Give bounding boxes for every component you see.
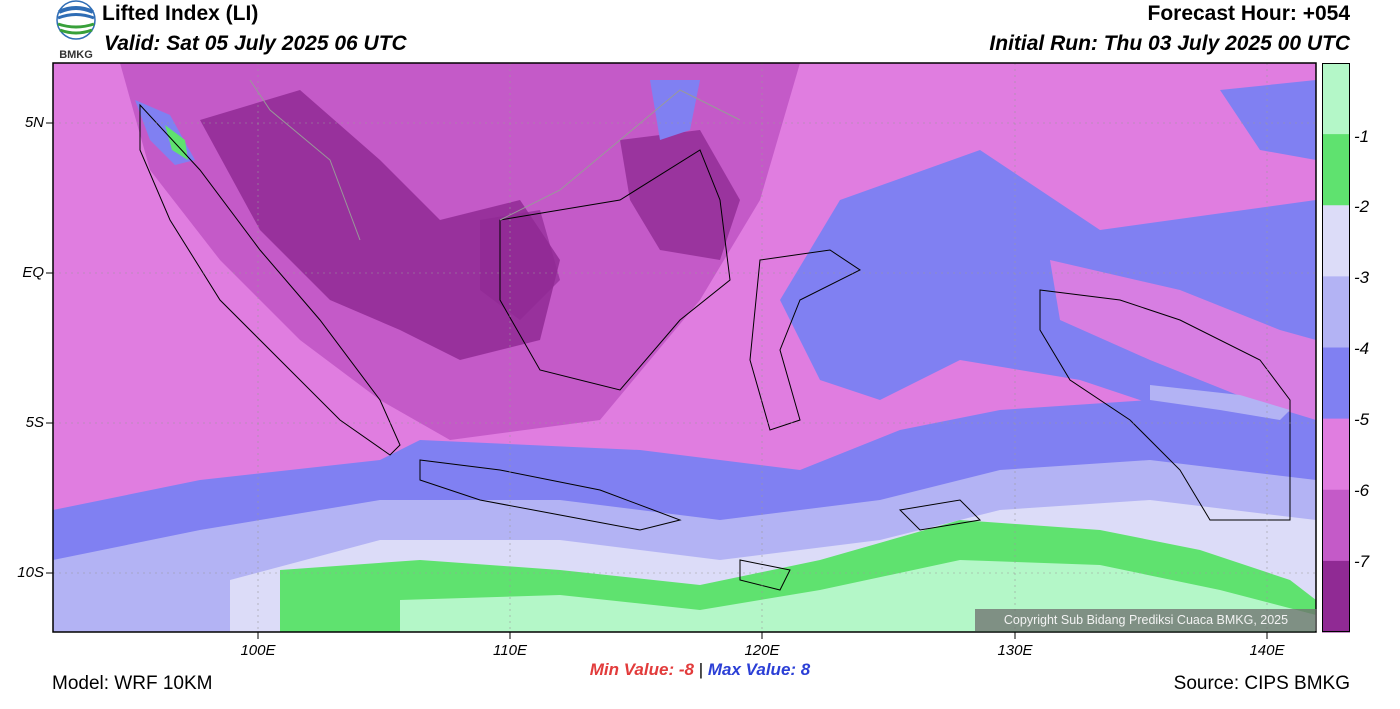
valid-time: Valid: Sat 05 July 2025 06 UTC bbox=[104, 32, 407, 55]
map-field bbox=[53, 63, 1316, 632]
bmkg-logo-text: BMKG bbox=[59, 49, 93, 61]
colorbar-segment bbox=[1322, 347, 1350, 420]
lon-label-100e: 100E bbox=[240, 642, 276, 659]
colorbar-segment bbox=[1322, 276, 1350, 349]
lat-label-5n: 5N bbox=[24, 114, 44, 131]
copyright-notice: Copyright Sub Bidang Prediksi Cuaca BMKG… bbox=[975, 609, 1317, 631]
colorbar-segment bbox=[1322, 134, 1350, 206]
colorbar-segment bbox=[1322, 63, 1350, 135]
value-separator: | bbox=[698, 660, 704, 679]
map-title: Lifted Index (LI) bbox=[102, 2, 259, 25]
colorbar-tick-minus-3: -3 bbox=[1354, 268, 1370, 287]
lat-label-5s: 5S bbox=[25, 414, 44, 431]
coastlines bbox=[139, 103, 1291, 591]
colorbar-tick-minus-5: -5 bbox=[1354, 410, 1370, 429]
colorbar-tick-minus-4: -4 bbox=[1354, 339, 1370, 358]
forecast-hour: Forecast Hour: +054 bbox=[1147, 2, 1351, 25]
colorbar-tick-minus-7: -7 bbox=[1354, 552, 1370, 571]
map-frame bbox=[52, 62, 1317, 633]
source-label: Source: CIPS BMKG bbox=[1173, 673, 1350, 694]
lon-label-120e: 120E bbox=[744, 642, 780, 659]
bmkg-logo: BMKG bbox=[50, 0, 102, 62]
value-range: Min Value: -8 | Max Value: 8 bbox=[0, 660, 1400, 680]
colorbar-tick-minus-1: -1 bbox=[1354, 127, 1370, 146]
lon-label-130e: 130E bbox=[997, 642, 1033, 659]
model-label: Model: WRF 10KM bbox=[52, 673, 213, 694]
colorbar-tick-minus-2: -2 bbox=[1354, 197, 1370, 216]
max-value: 8 bbox=[800, 660, 811, 679]
max-value-label: Max Value: bbox=[707, 660, 797, 679]
colorbar-segment bbox=[1322, 560, 1350, 633]
colorbar-tick-minus-6: -6 bbox=[1354, 481, 1370, 500]
min-value-label: Min Value: bbox=[589, 660, 675, 679]
colorbar bbox=[1322, 63, 1350, 633]
colorbar-segment bbox=[1322, 489, 1350, 562]
lon-label-140e: 140E bbox=[1249, 642, 1285, 659]
colorbar-segment bbox=[1322, 205, 1350, 277]
graticule bbox=[53, 63, 1316, 632]
lat-label-eq: EQ bbox=[22, 264, 44, 281]
lat-label-10s: 10S bbox=[17, 564, 44, 581]
lon-label-110e: 110E bbox=[493, 642, 527, 659]
initial-run: Initial Run: Thu 03 July 2025 00 UTC bbox=[989, 32, 1350, 55]
colorbar-segment bbox=[1322, 418, 1350, 491]
min-value: -8 bbox=[678, 660, 694, 679]
